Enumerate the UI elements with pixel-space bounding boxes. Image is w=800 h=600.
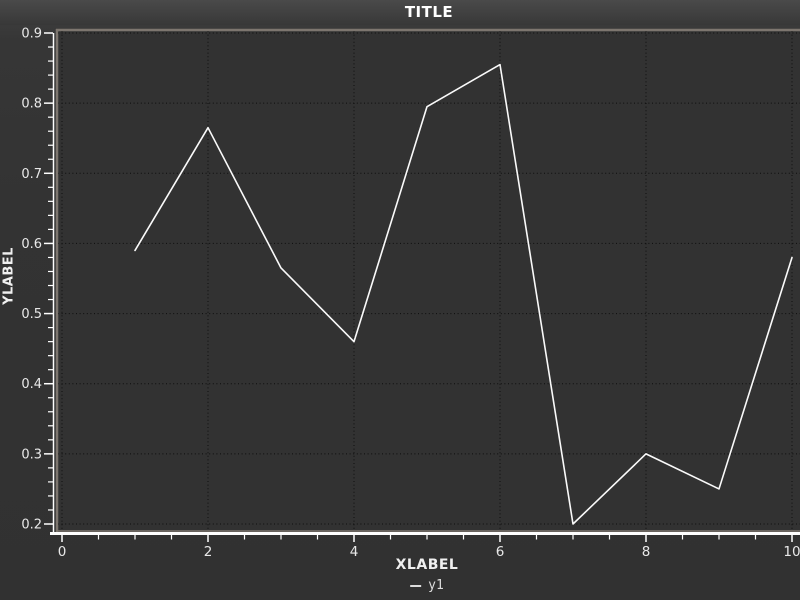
legend-line-sample-icon xyxy=(410,584,422,587)
y-tick-label: 0.6 xyxy=(21,237,42,252)
x-tick-label: 0 xyxy=(58,544,67,560)
x-tick-label: 8 xyxy=(642,544,651,560)
y-tick-label: 0.5 xyxy=(21,307,42,322)
y-tick-label: 0.8 xyxy=(21,97,42,112)
y-tick-label: 0.4 xyxy=(21,377,42,392)
legend: y1 xyxy=(410,579,444,592)
y-tick-label: 0.3 xyxy=(21,447,42,462)
x-tick-label: 2 xyxy=(204,544,213,560)
x-tick-label: 6 xyxy=(496,544,505,560)
x-tick-label: 10 xyxy=(783,544,800,560)
y-tick-label: 0.2 xyxy=(21,518,42,533)
y-tick-label: 0.7 xyxy=(21,167,42,182)
plot-background xyxy=(56,29,800,531)
y-axis-label: YLABEL xyxy=(1,247,17,305)
y-tick-label: 0.9 xyxy=(21,27,42,42)
chart-title: TITLE xyxy=(404,3,454,21)
x-tick-label: 4 xyxy=(350,544,359,560)
x-axis-label: XLABEL xyxy=(395,557,459,573)
series-y1-line xyxy=(134,63,793,525)
legend-series-label: y1 xyxy=(428,578,444,593)
chart-title-bar xyxy=(0,0,800,25)
